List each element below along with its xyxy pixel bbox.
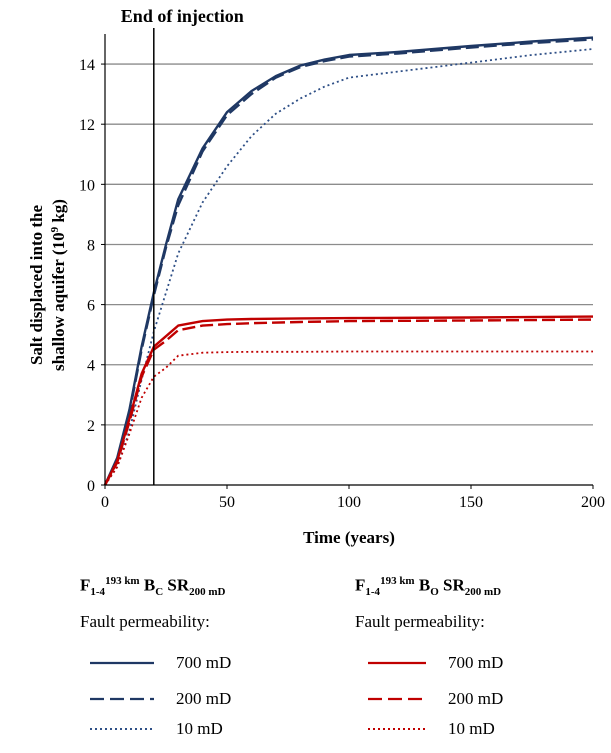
- series-line-bc-10md: [104, 48, 594, 486]
- legend-swatch-bo-solid: [368, 661, 426, 665]
- y-tick-labels: 0 2 4 6 8 10 12 14: [79, 57, 95, 495]
- y-axis-title-line2: shallow aquifer (109 kg): [49, 199, 68, 371]
- legend-label: 700 mD: [176, 653, 232, 672]
- y-axis-title-line1: Salt displaced into the: [27, 204, 46, 365]
- y-tick-label: 2: [87, 418, 95, 435]
- legend-label: 200 mD: [176, 689, 232, 708]
- x-axis-title: Time (years): [303, 528, 395, 547]
- axes: [101, 34, 594, 489]
- legend-swatch-bo-dotted: [368, 728, 426, 730]
- legend-label: 700 mD: [448, 653, 504, 672]
- x-tick-label: 150: [459, 494, 483, 511]
- legend-title-bo: F1-4193 km BO SR200 mD: [355, 575, 502, 599]
- legend-item-bo-700: 700 mD: [368, 652, 503, 674]
- legend-swatch-bc-dotted: [90, 728, 154, 730]
- legend-subtitle-bc: Fault permeability:: [80, 612, 210, 631]
- legend-label: 200 mD: [448, 689, 504, 708]
- x-tick-label: 50: [219, 494, 235, 511]
- legend-title-bc: F1-4193 km BC SR200 mD: [80, 575, 226, 599]
- legend-item-bo-10: 10 mD: [368, 718, 495, 740]
- legend-item-bc-10: 10 mD: [90, 718, 223, 740]
- legend-swatch-bc-dashed: [90, 697, 154, 701]
- legend-item-bc-700: 700 mD: [90, 652, 231, 674]
- chart-area: 0 2 4 6 8 10 12 14 0 50 100 150 200 End of injectio…: [27, 6, 605, 547]
- y-tick-label: 14: [79, 57, 95, 74]
- series-line-bo-200md: [103, 318, 594, 486]
- y-tick-label: 4: [87, 358, 95, 375]
- x-tick-label: 100: [337, 494, 361, 511]
- gridlines: [105, 63, 593, 426]
- x-tick-label: 200: [581, 494, 605, 511]
- y-tick-label: 6: [87, 298, 95, 315]
- series-line-bo-10md: [104, 350, 593, 486]
- legend-swatch-bc-solid: [90, 661, 154, 665]
- legend-item-bo-200: 200 mD: [368, 688, 503, 710]
- legend-subtitle-bo: Fault permeability:: [355, 612, 485, 631]
- legend-swatch-bo-dashed: [368, 697, 426, 701]
- legend-label: 10 mD: [176, 719, 223, 738]
- legend-label: 10 mD: [448, 719, 495, 738]
- x-tick-label: 0: [101, 494, 109, 511]
- series-line-bc-200md: [103, 38, 594, 486]
- y-tick-label: 0: [87, 478, 95, 495]
- end-of-injection-label: End of injection: [121, 6, 244, 26]
- y-tick-label: 12: [79, 117, 95, 134]
- series-layer: [103, 36, 594, 486]
- y-axis-title: Salt displaced into the shallow aquifer …: [27, 199, 68, 371]
- series-line-bc-700md: [103, 36, 594, 486]
- y-tick-label: 10: [79, 177, 95, 194]
- series-line-bo-700md: [103, 315, 594, 486]
- legend-item-bc-200: 200 mD: [90, 688, 231, 710]
- x-tick-labels: 0 50 100 150 200: [101, 494, 605, 511]
- y-tick-label: 8: [87, 237, 95, 254]
